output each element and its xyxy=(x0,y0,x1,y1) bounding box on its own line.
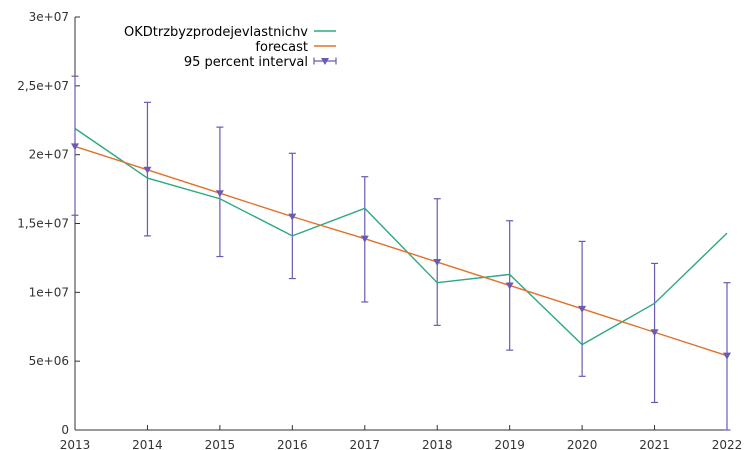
y-tick-label: 0 xyxy=(61,423,69,437)
y-tick-label: 3e+07 xyxy=(29,10,69,24)
y-tick-label: 2,5e+07 xyxy=(17,79,69,93)
series-line-forecast xyxy=(74,145,728,357)
x-tick-label: 2022 xyxy=(712,438,743,450)
x-tick-label: 2021 xyxy=(639,438,670,450)
legend-label-actual: OKDtrzbyzprodejevlastnichv xyxy=(124,25,308,40)
y-tick-label: 1e+07 xyxy=(29,285,69,299)
interval-point-marker xyxy=(288,213,297,221)
y-tick-label: 1,5e+07 xyxy=(17,217,69,231)
legend: OKDtrzbyzprodejevlastnichv forecast 95 p… xyxy=(124,25,337,70)
interval-point-marker xyxy=(578,305,587,313)
x-tick-label: 2016 xyxy=(277,438,308,450)
x-axis-ticks: 2013 2014 2015 2016 2017 2018 2019 2020 2021 2022 xyxy=(60,425,743,450)
y-tick-label: 5e+06 xyxy=(29,354,69,368)
series-lines xyxy=(71,127,731,360)
interval-point-marker xyxy=(143,166,152,174)
interval-error-bars xyxy=(71,75,731,431)
x-tick-label: 2020 xyxy=(567,438,598,450)
interval-point-marker xyxy=(650,329,659,337)
series-line-actual xyxy=(74,127,728,346)
interval-point-marker xyxy=(723,352,731,360)
interval-point-marker xyxy=(215,190,224,198)
legend-swatch-interval xyxy=(313,57,337,65)
legend-label-forecast: forecast xyxy=(255,40,308,55)
interval-point-marker xyxy=(360,235,369,243)
x-tick-label: 2015 xyxy=(205,438,236,450)
x-tick-label: 2017 xyxy=(350,438,381,450)
x-tick-label: 2019 xyxy=(494,438,525,450)
x-tick-label: 2014 xyxy=(132,438,163,450)
interval-point-marker xyxy=(505,282,514,290)
x-tick-label: 2013 xyxy=(60,438,91,450)
legend-interval-marker xyxy=(321,58,329,65)
y-axis-ticks: 0 5e+06 1e+07 1,5e+07 2e+07 2,5e+07 3e+07 xyxy=(17,10,80,437)
y-tick-label: 2e+07 xyxy=(29,148,69,162)
interval-point-marker xyxy=(433,259,442,267)
axes xyxy=(74,17,727,431)
interval-point-marker xyxy=(71,143,79,151)
x-tick-label: 2018 xyxy=(422,438,453,450)
legend-label-interval: 95 percent interval xyxy=(184,55,308,70)
